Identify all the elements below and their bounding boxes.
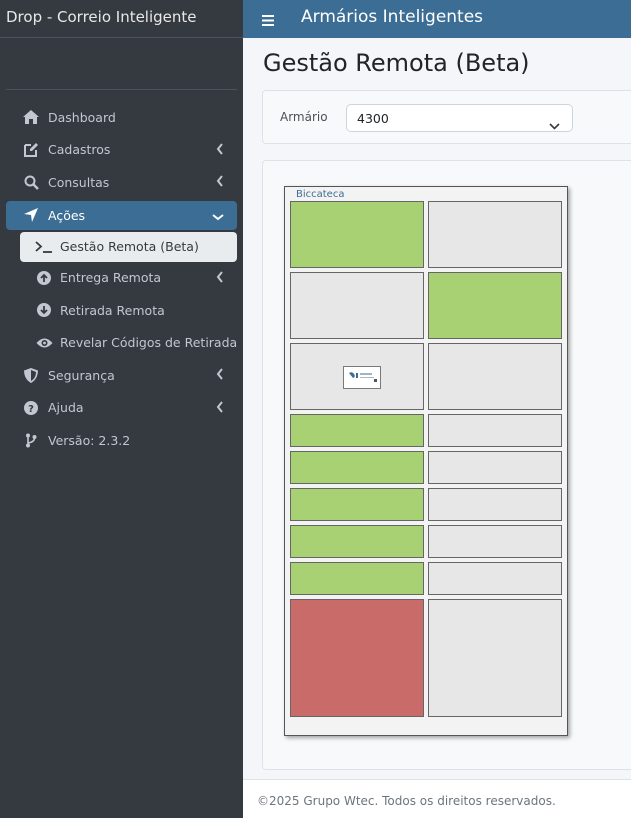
svg-text:?: ?	[28, 404, 34, 415]
arrow-circle-down-icon	[34, 303, 54, 318]
home-icon	[21, 110, 41, 125]
sidebar-item-label: Segurança	[48, 367, 115, 383]
menu-toggle-icon[interactable]	[262, 11, 274, 30]
chevron-down-icon	[212, 209, 224, 224]
question-circle-icon: ?	[21, 400, 41, 415]
sidebar-item-label: Retirada Remota	[60, 302, 165, 318]
chevron-down-icon	[549, 115, 560, 134]
armario-select[interactable]: 4300	[346, 104, 573, 132]
copyright-text: ©2025 Grupo Wtec. Todos os direitos rese…	[257, 794, 556, 808]
sidebar-item-consultas[interactable]: Consultas	[0, 166, 243, 199]
locker-slot[interactable]	[290, 525, 424, 558]
locker-slot[interactable]	[428, 488, 562, 521]
edit-icon	[21, 142, 41, 158]
footer: ©2025 Grupo Wtec. Todos os direitos rese…	[243, 779, 631, 818]
locker-slot[interactable]	[428, 562, 562, 595]
chevron-left-icon	[216, 368, 224, 383]
locker-slot[interactable]	[290, 272, 424, 339]
search-icon	[21, 175, 41, 190]
sidebar-item-seguranca[interactable]: Segurança	[0, 359, 243, 392]
top-navbar: Armários Inteligentes	[243, 0, 631, 38]
locker-slot[interactable]	[428, 201, 562, 268]
version-label: Versão: 2.3.2	[48, 432, 131, 448]
locker-screen-slot	[290, 343, 424, 410]
locker-slot[interactable]	[290, 562, 424, 595]
sidebar-item-label: Entrega Remota	[60, 270, 162, 286]
armario-selected-value: 4300	[357, 111, 389, 126]
sidebar-item-entrega-remota[interactable]: Entrega Remota	[0, 262, 243, 295]
sidebar-divider	[6, 89, 237, 90]
sidebar-item-label: Consultas	[48, 174, 110, 190]
sidebar-item-revelar-codigos[interactable]: Revelar Códigos de Retirada	[0, 327, 243, 360]
chevron-left-icon	[216, 142, 224, 158]
locker-slot[interactable]	[290, 201, 424, 268]
shield-icon	[21, 367, 41, 383]
brand-link[interactable]: Drop - Correio Inteligente	[0, 0, 243, 38]
chevron-left-icon	[216, 400, 224, 416]
locker-slot[interactable]	[428, 525, 562, 558]
screen-display-icon	[343, 366, 381, 389]
sidebar: Drop - Correio Inteligente Dashboard Cad…	[0, 0, 243, 818]
sidebar-item-label: Ações	[48, 207, 86, 223]
sidebar-nav: Dashboard Cadastros Consultas Açõe	[0, 101, 243, 457]
sidebar-item-acoes[interactable]: Ações	[6, 200, 237, 230]
sidebar-item-cadastros[interactable]: Cadastros	[0, 134, 243, 167]
locker-slot[interactable]	[428, 272, 562, 339]
app-title: Armários Inteligentes	[301, 7, 484, 27]
sidebar-item-ajuda[interactable]: ? Ajuda	[0, 392, 243, 425]
sidebar-item-retirada-remota[interactable]: Retirada Remota	[0, 294, 243, 327]
locker-label: Biccateca	[296, 189, 345, 200]
locker-slot[interactable]	[290, 488, 424, 521]
locker-slot[interactable]	[428, 414, 562, 447]
sidebar-item-label: Revelar Códigos de Retirada	[60, 335, 238, 351]
chevron-left-icon	[216, 270, 224, 286]
locker-slot[interactable]	[290, 451, 424, 484]
sidebar-item-versao: Versão: 2.3.2	[0, 424, 243, 457]
locker-slot[interactable]	[428, 599, 562, 717]
code-branch-icon	[21, 433, 41, 448]
sidebar-item-label: Dashboard	[48, 109, 116, 125]
locker-diagram: Biccateca	[284, 186, 568, 736]
filter-card: Armário 4300	[262, 90, 631, 144]
chevron-left-icon	[216, 175, 224, 190]
locker-slot[interactable]	[428, 343, 562, 410]
eye-icon	[34, 337, 54, 349]
locker-slot[interactable]	[290, 414, 424, 447]
terminal-icon	[34, 240, 54, 253]
arrow-circle-up-icon	[34, 270, 54, 285]
sidebar-item-label: Gestão Remota (Beta)	[60, 239, 199, 254]
sidebar-item-label: Ajuda	[48, 400, 84, 416]
armario-label: Armário	[280, 110, 328, 124]
location-arrow-icon	[21, 208, 41, 222]
locker-slot[interactable]	[290, 599, 424, 717]
sidebar-item-gestao-remota[interactable]: Gestão Remota (Beta)	[20, 231, 237, 262]
sidebar-item-label: Cadastros	[48, 142, 111, 158]
locker-slot[interactable]	[428, 451, 562, 484]
page-title: Gestão Remota (Beta)	[263, 49, 530, 77]
sidebar-item-dashboard[interactable]: Dashboard	[0, 101, 243, 134]
